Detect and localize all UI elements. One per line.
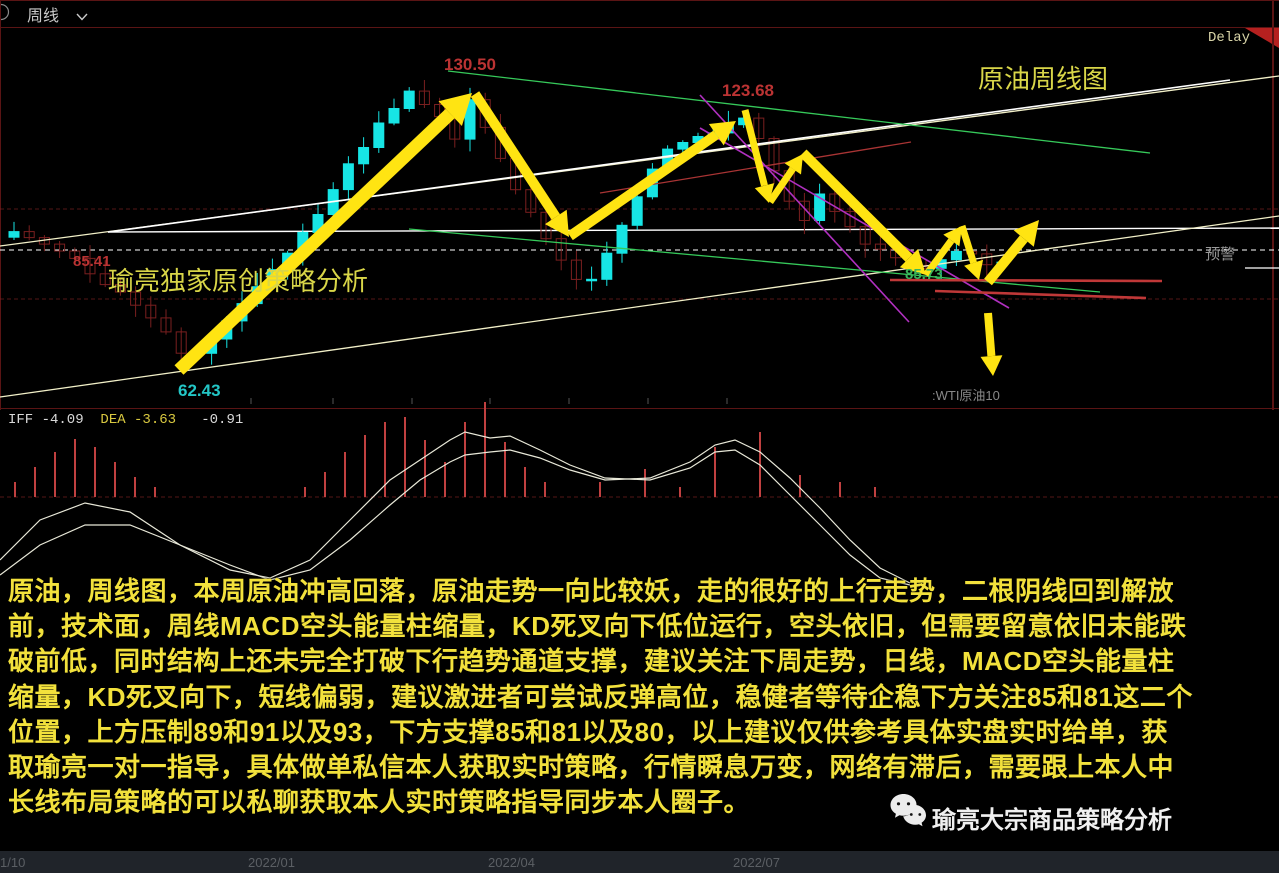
svg-text:85.73: 85.73 <box>905 266 943 283</box>
svg-text:85.41: 85.41 <box>73 253 111 270</box>
svg-text:62.43: 62.43 <box>178 381 221 400</box>
svg-text:130.50: 130.50 <box>444 55 496 74</box>
svg-text:瑜亮独家原创策略分析: 瑜亮独家原创策略分析 <box>108 266 368 296</box>
svg-text:预警: 预警 <box>1205 246 1235 263</box>
svg-text::WTI原油10: :WTI原油10 <box>932 388 1000 403</box>
svg-text:123.68: 123.68 <box>722 81 774 100</box>
svg-text:原油周线图: 原油周线图 <box>978 64 1108 94</box>
